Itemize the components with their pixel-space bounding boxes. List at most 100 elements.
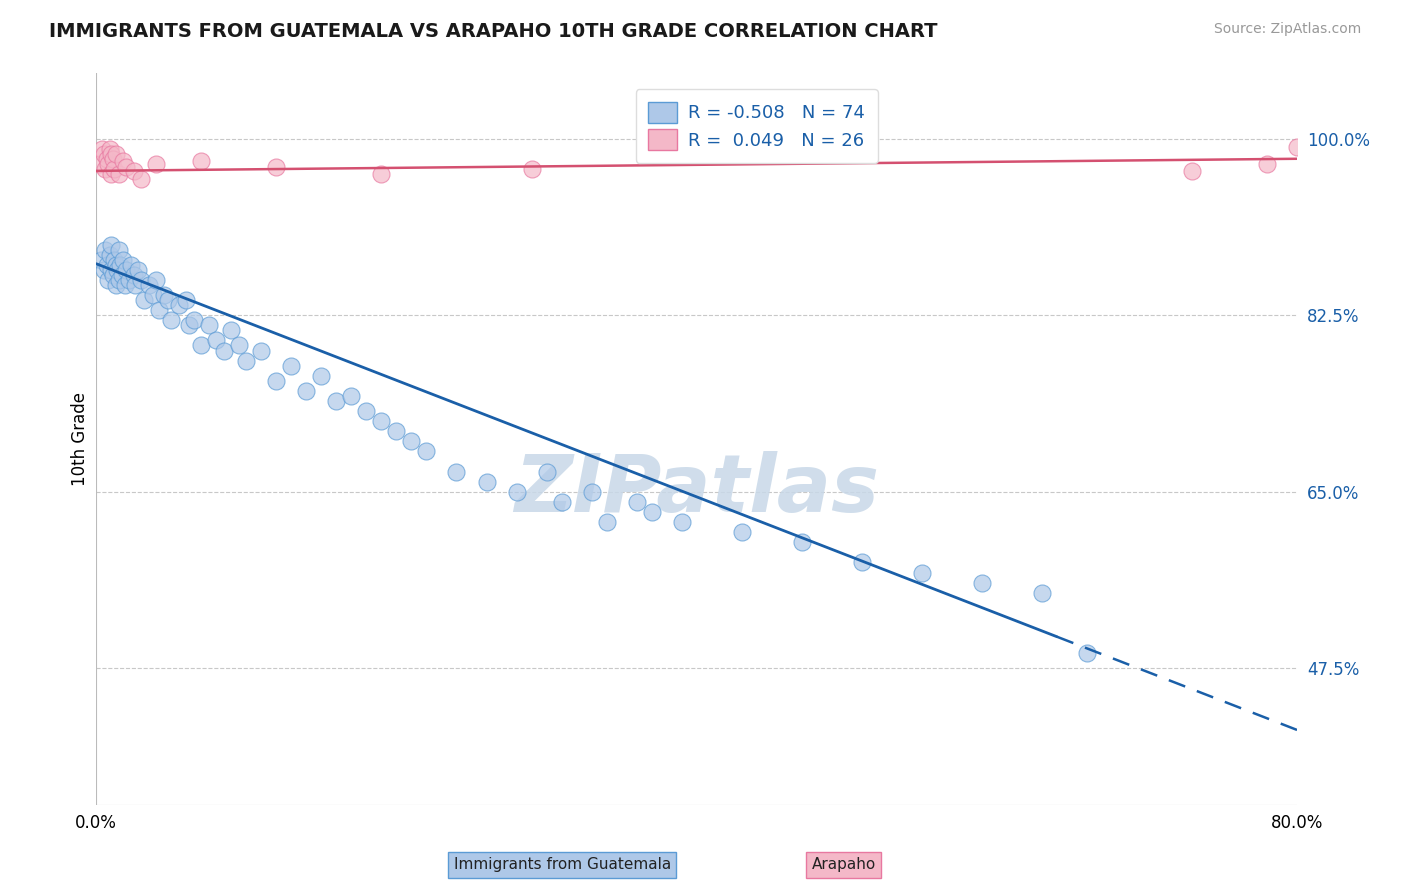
Point [356,404,378,418]
Point [98,247,121,261]
Point [228,338,250,352]
Point [107,243,129,257]
Point [250,343,273,358]
Point [100,237,122,252]
Point [127,262,149,277]
Point [138,277,160,292]
Point [325,394,347,409]
Point [94,161,117,176]
Point [505,484,527,499]
Point [520,161,543,176]
Point [340,389,363,403]
Point [595,515,617,529]
Point [1301,131,1323,145]
Point [640,505,662,519]
Point [581,484,603,499]
Point [134,293,156,307]
Point [311,368,333,383]
Point [91,142,114,156]
Point [90,252,112,267]
Y-axis label: 10th Grade: 10th Grade [72,392,89,486]
Point [111,268,134,282]
Point [174,293,197,307]
Point [475,475,498,489]
Point [103,161,125,176]
Text: IMMIGRANTS FROM GUATEMALA VS ARAPAHO 10TH GRADE CORRELATION CHART: IMMIGRANTS FROM GUATEMALA VS ARAPAHO 10T… [49,22,938,41]
Point [98,142,121,156]
Point [626,495,648,509]
Point [142,288,165,302]
Point [114,277,136,292]
Point [157,293,180,307]
Point [152,288,174,302]
Point [446,465,468,479]
Point [112,153,135,168]
Point [205,334,228,348]
Point [104,258,127,272]
Text: Source: ZipAtlas.com: Source: ZipAtlas.com [1213,22,1361,37]
Point [122,164,145,178]
Point [108,258,131,272]
Point [266,374,288,388]
Point [101,268,124,282]
Point [148,303,170,318]
Point [96,152,118,166]
Point [731,525,754,540]
Point [107,273,129,287]
Point [93,262,115,277]
Point [197,318,219,333]
Point [415,444,437,458]
Point [129,172,152,186]
Point [100,167,122,181]
Point [1286,139,1309,153]
Point [112,252,135,267]
Point [550,495,572,509]
Point [1076,646,1098,660]
Point [1256,157,1278,171]
Legend: R = -0.508   N = 74, R =  0.049   N = 26: R = -0.508 N = 74, R = 0.049 N = 26 [636,89,877,162]
Point [122,268,145,282]
Point [105,262,128,277]
Point [970,575,993,590]
Point [671,515,693,529]
Point [385,424,408,438]
Point [295,384,318,398]
Text: ZIPatlas: ZIPatlas [515,451,879,529]
Point [97,273,120,287]
Point [190,153,212,168]
Point [370,414,392,428]
Point [145,157,167,171]
Point [94,243,117,257]
Point [536,465,558,479]
Point [221,323,243,337]
Point [266,160,288,174]
Text: Immigrants from Guatemala: Immigrants from Guatemala [454,857,671,872]
Point [120,258,142,272]
Point [851,556,873,570]
Point [89,157,111,171]
Point [101,152,124,166]
Point [129,273,152,287]
Point [100,146,122,161]
Point [235,353,257,368]
Point [280,359,302,373]
Point [103,252,125,267]
Point [160,313,183,327]
Point [790,535,813,549]
Point [401,434,423,449]
Point [212,343,235,358]
Point [115,160,138,174]
Point [115,262,138,277]
Point [1031,586,1053,600]
Point [145,273,167,287]
Point [104,146,127,161]
Point [370,167,392,181]
Point [124,277,146,292]
Point [179,318,201,333]
Point [118,273,141,287]
Point [190,338,212,352]
Point [1181,164,1204,178]
Point [100,262,122,277]
Point [97,157,120,171]
Point [167,298,190,312]
